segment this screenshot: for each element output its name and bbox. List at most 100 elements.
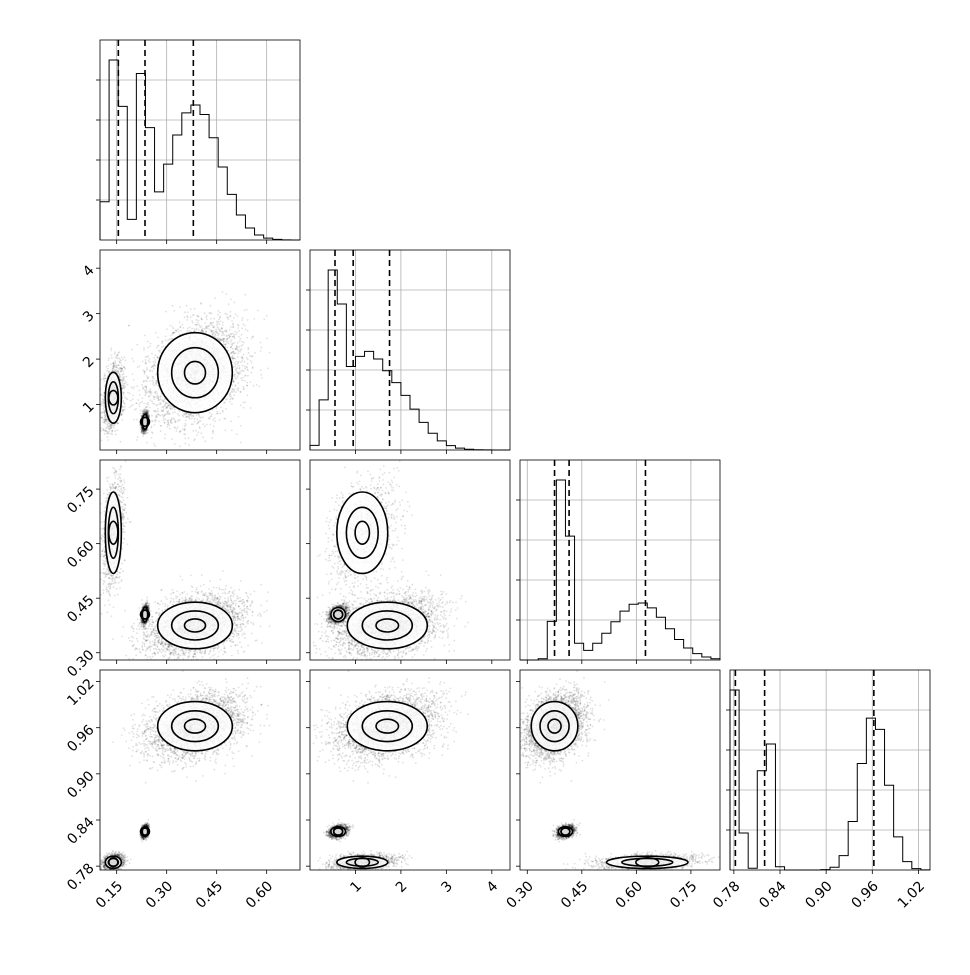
scatter-point bbox=[154, 354, 156, 356]
scatter-point bbox=[144, 389, 146, 391]
scatter-point bbox=[103, 408, 105, 410]
scatter-point bbox=[244, 375, 246, 377]
scatter-point bbox=[238, 346, 240, 348]
scatter-point bbox=[122, 374, 124, 376]
scatter-point bbox=[266, 315, 268, 317]
scatter-point bbox=[212, 325, 214, 327]
scatter-point bbox=[163, 405, 165, 407]
scatter-point bbox=[124, 387, 126, 389]
scatter-point bbox=[213, 318, 215, 320]
scatter-point bbox=[216, 321, 218, 323]
scatter-point bbox=[149, 388, 151, 390]
scatter-point bbox=[105, 378, 107, 380]
scatter-point bbox=[153, 443, 155, 445]
scatter-point bbox=[230, 420, 232, 422]
scatter-point bbox=[178, 331, 180, 333]
scatter-point bbox=[103, 402, 105, 404]
scatter-point bbox=[153, 378, 155, 380]
scatter-point bbox=[230, 326, 232, 328]
scatter-point bbox=[124, 406, 126, 408]
scatter-point bbox=[222, 324, 224, 326]
scatter-point bbox=[153, 368, 155, 370]
scatter-point bbox=[123, 394, 125, 396]
scatter-point bbox=[234, 302, 236, 304]
scatter-point bbox=[244, 361, 246, 363]
scatter-point bbox=[108, 365, 110, 367]
scatter-point bbox=[243, 342, 245, 344]
scatter-point bbox=[135, 402, 137, 404]
scatter-point bbox=[107, 436, 109, 438]
scatter-point bbox=[124, 380, 126, 382]
scatter-point bbox=[198, 414, 200, 416]
scatter-point bbox=[250, 360, 252, 362]
scatter-point bbox=[165, 311, 167, 313]
scatter-point bbox=[145, 407, 147, 409]
scatter-point bbox=[129, 393, 131, 395]
scatter-point bbox=[149, 361, 151, 363]
scatter-point bbox=[196, 418, 198, 420]
scatter-point bbox=[235, 358, 237, 360]
scatter-point bbox=[246, 309, 248, 311]
scatter-point bbox=[232, 355, 234, 357]
scatter-point bbox=[210, 318, 212, 320]
scatter-point bbox=[230, 298, 232, 300]
scatter-point bbox=[244, 294, 246, 296]
scatter-point bbox=[214, 420, 216, 422]
scatter-point bbox=[263, 318, 265, 320]
scatter-point bbox=[142, 387, 144, 389]
scatter-point bbox=[174, 443, 176, 445]
scatter-point bbox=[226, 314, 228, 316]
scatter-point bbox=[211, 332, 213, 334]
scatter-point bbox=[232, 326, 234, 328]
scatter-point bbox=[146, 375, 148, 377]
scatter-point bbox=[123, 370, 125, 372]
scatter-point bbox=[191, 423, 193, 425]
scatter-point bbox=[163, 400, 165, 402]
scatter-point bbox=[198, 316, 200, 318]
scatter-point bbox=[236, 332, 238, 334]
scatter-point bbox=[102, 395, 104, 397]
scatter-point bbox=[191, 418, 193, 420]
scatter-point bbox=[212, 419, 214, 421]
scatter-point bbox=[196, 414, 198, 416]
scatter-point bbox=[104, 421, 106, 423]
scatter-point bbox=[209, 322, 211, 324]
scatter-point bbox=[217, 322, 219, 324]
scatter-point bbox=[221, 334, 223, 336]
scatter-point bbox=[233, 334, 235, 336]
scatter-point bbox=[121, 364, 123, 366]
scatter-point bbox=[103, 404, 105, 406]
scatter-point bbox=[113, 427, 115, 429]
scatter-point bbox=[260, 350, 262, 352]
scatter-point bbox=[150, 427, 152, 429]
histogram-0 bbox=[100, 60, 300, 240]
scatter-point bbox=[104, 433, 106, 435]
scatter-point bbox=[155, 391, 157, 393]
scatter-point bbox=[235, 364, 237, 366]
scatter-point bbox=[130, 400, 132, 402]
scatter-point bbox=[172, 326, 174, 328]
scatter-point bbox=[146, 387, 148, 389]
scatter-point bbox=[199, 427, 201, 429]
scatter-point bbox=[145, 409, 147, 411]
scatter-point bbox=[248, 348, 250, 350]
scatter-point bbox=[104, 415, 106, 417]
scatter-point bbox=[114, 431, 116, 433]
scatter-point bbox=[202, 328, 204, 330]
scatter-point bbox=[144, 335, 146, 337]
scatter-point bbox=[247, 363, 249, 365]
scatter-point bbox=[250, 372, 252, 374]
scatter-point bbox=[208, 312, 210, 314]
scatter-point bbox=[142, 361, 144, 363]
scatter-point bbox=[121, 383, 123, 385]
scatter-point bbox=[237, 375, 239, 377]
scatter-point bbox=[111, 433, 113, 435]
scatter-point bbox=[137, 366, 139, 368]
scatter-point bbox=[205, 317, 207, 319]
scatter-point bbox=[144, 373, 146, 375]
scatter-point bbox=[153, 361, 155, 363]
scatter-point bbox=[104, 375, 106, 377]
scatter-point bbox=[113, 366, 115, 368]
scatter-point bbox=[188, 444, 190, 446]
